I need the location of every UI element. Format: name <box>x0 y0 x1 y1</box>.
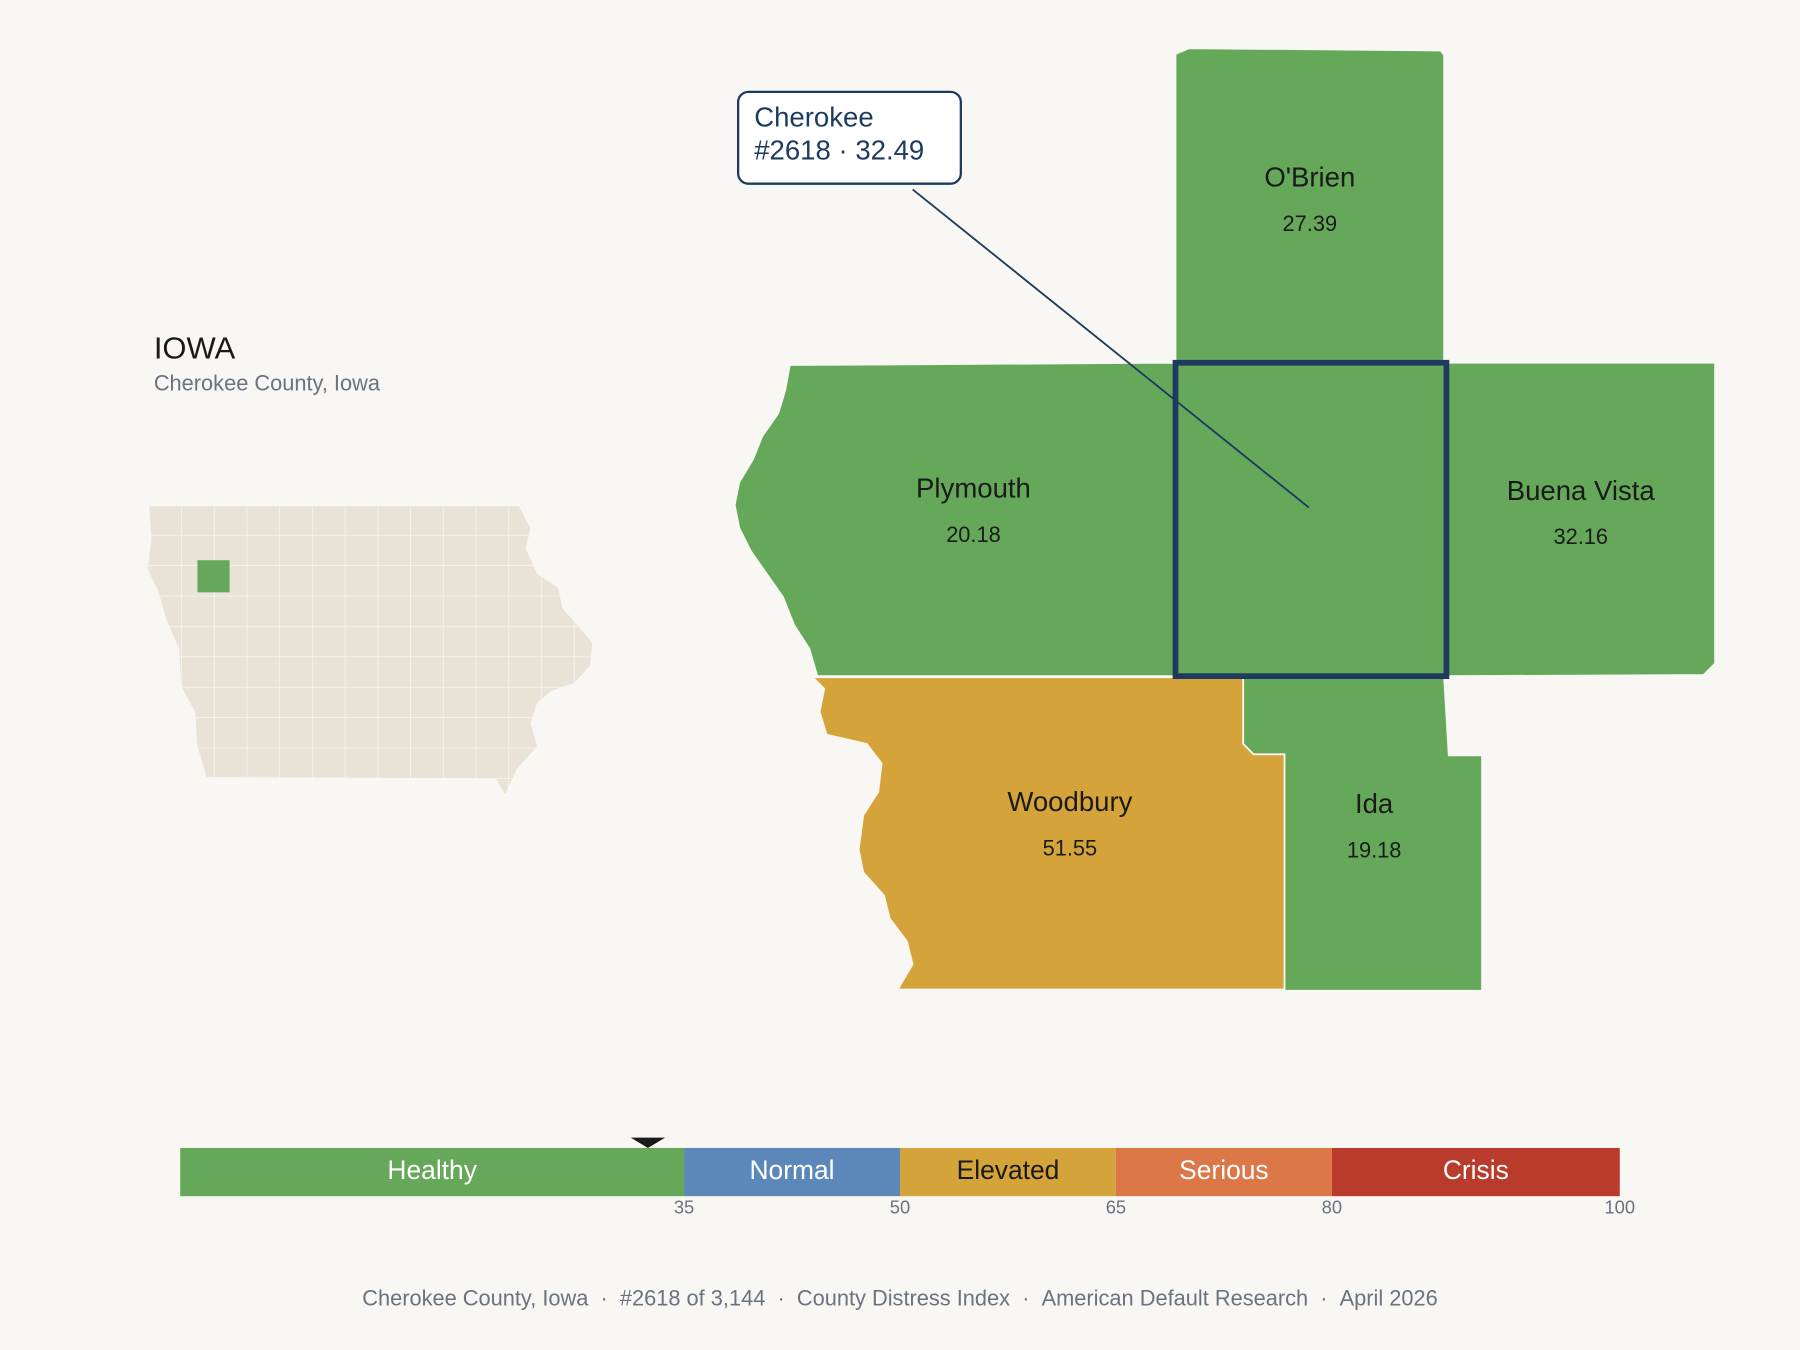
callout-detail: #2618 · 32.49 <box>754 135 924 166</box>
county-label: Woodbury 51.55 <box>1007 786 1132 860</box>
county-score: 19.18 <box>1347 838 1402 863</box>
scale-band <box>180 1147 685 1197</box>
callout-score: 32.49 <box>855 135 924 166</box>
scale-band-label: Healthy <box>387 1155 477 1185</box>
callout-leader <box>912 188 1310 509</box>
state-title: IOWA <box>154 330 236 365</box>
scale-tick-label: 65 <box>1106 1197 1126 1218</box>
callout-rank: #2618 <box>754 135 831 166</box>
scale-band <box>900 1147 1116 1197</box>
separator: · <box>601 1285 608 1310</box>
footer: Cherokee County, Iowa · #2618 of 3,144 ·… <box>362 1285 1438 1310</box>
scale-band <box>684 1147 900 1197</box>
county <box>1174 47 1445 364</box>
separator: · <box>1022 1285 1029 1310</box>
separator: · <box>838 135 847 166</box>
scale-tick-label: 80 <box>1322 1197 1342 1218</box>
scale-tick-label: 35 <box>674 1197 694 1218</box>
county-label: Buena Vista 32.16 <box>1507 475 1656 549</box>
separator: · <box>1320 1285 1327 1310</box>
county-name: Plymouth <box>916 472 1031 503</box>
scale-tick-label: 100 <box>1604 1197 1635 1218</box>
scale-band-label: Normal <box>750 1155 835 1185</box>
scale-band <box>1115 1147 1332 1197</box>
footer-item: County Distress Index <box>797 1285 1010 1310</box>
scale-band-label: Serious <box>1179 1155 1268 1185</box>
focus-county <box>1172 359 1450 680</box>
county <box>810 676 1286 991</box>
scale-band-label: Elevated <box>957 1155 1060 1185</box>
county-name: O'Brien <box>1264 161 1355 192</box>
county-score: 32.16 <box>1553 524 1608 549</box>
county-name: Buena Vista <box>1507 475 1656 506</box>
footer-item: #2618 of 3,144 <box>620 1285 765 1310</box>
county-label: Plymouth 20.18 <box>916 472 1031 546</box>
callout-name: Cherokee <box>754 102 873 133</box>
footer-item: Cherokee County, Iowa <box>362 1285 589 1310</box>
county-label: Ida 19.18 <box>1347 788 1402 862</box>
state-subtitle: Cherokee County, Iowa <box>154 370 381 395</box>
iowa-outline <box>146 506 593 795</box>
county-label: O'Brien 27.39 <box>1264 161 1355 235</box>
score-marker <box>630 1137 666 1148</box>
county-name: Ida <box>1355 788 1394 819</box>
county <box>733 361 1177 678</box>
mini-map-highlight <box>197 560 230 593</box>
county <box>1242 676 1483 992</box>
scale-legend: Healthy Normal Elevated Serious Crisis 35 50 65… <box>180 1137 1635 1218</box>
county-name: Woodbury <box>1007 786 1132 817</box>
county-score: 51.55 <box>1043 835 1098 860</box>
footer-item: April 2026 <box>1340 1285 1438 1310</box>
scale-band-label: Crisis <box>1443 1155 1509 1185</box>
county <box>1445 361 1716 678</box>
footer-item: American Default Research <box>1042 1285 1309 1310</box>
county-score: 27.39 <box>1283 211 1338 236</box>
separator: · <box>777 1285 784 1310</box>
scale-band <box>1331 1147 1620 1197</box>
callout-box <box>736 90 962 185</box>
scale-tick-label: 50 <box>890 1197 910 1218</box>
county-score: 20.18 <box>946 522 1001 547</box>
